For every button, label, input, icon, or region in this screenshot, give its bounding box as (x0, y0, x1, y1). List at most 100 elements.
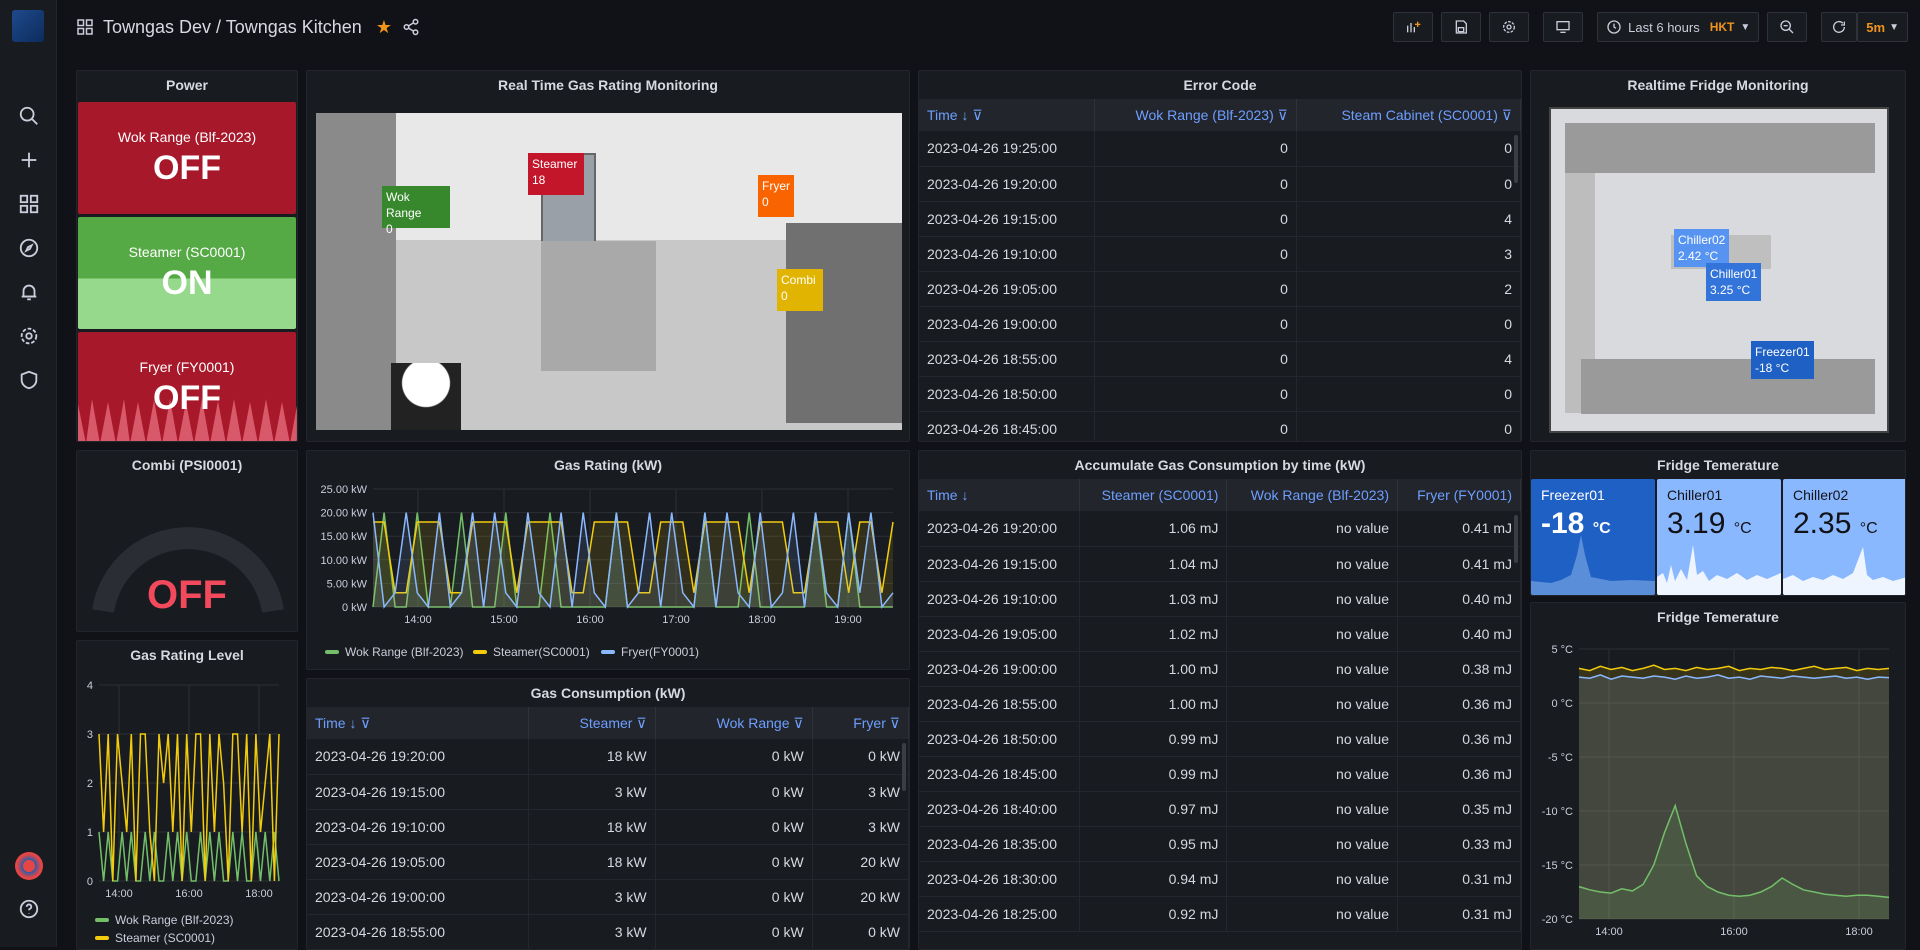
y-tick-label: 1 (87, 827, 93, 839)
bell-icon[interactable] (0, 274, 57, 310)
table-cell: 0 (1296, 166, 1521, 202)
table-cell: 2023-04-26 18:50:00 (919, 721, 1081, 757)
legend-item[interactable]: Steamer (SC0001) (95, 931, 215, 945)
search-icon[interactable] (0, 98, 57, 134)
table-scrollbar[interactable] (1514, 515, 1518, 563)
table-cell: no value (1226, 896, 1398, 932)
stat-label: Wok Range (Blf-2023) (117, 128, 257, 145)
refresh-icon (1833, 20, 1846, 33)
series-line (373, 521, 894, 594)
column-header-steamer[interactable]: Steamer ⊽ (528, 707, 656, 739)
panel-title: Gas Consumption (kW) (530, 685, 686, 701)
time-picker-button[interactable]: Last 6 hours HKT ▼ (1597, 12, 1760, 42)
tag-value: 2.42 °C (1678, 249, 1719, 263)
freezer01-tag: Freezer01 -18 °C (1751, 341, 1814, 379)
table-cell: 0.95 mJ (1079, 826, 1228, 862)
save-icon (1455, 20, 1468, 34)
share-icon[interactable] (402, 18, 420, 36)
table-cell: 0 kW (655, 879, 813, 915)
table-cell: 2023-04-26 18:55:00 (307, 914, 529, 949)
stat-label: Freezer01 (1541, 487, 1605, 503)
freezer01-stat: Freezer01 -18 °C (1531, 479, 1655, 595)
table-cell: no value (1226, 511, 1398, 547)
column-header-wok-range[interactable]: Wok Range (Blf-2023) (1226, 479, 1398, 511)
y-tick-label: 10.00 kW (321, 555, 368, 567)
gear-icon[interactable] (0, 318, 57, 354)
table-cell: 0 kW (655, 809, 813, 845)
table-cell: 0.40 mJ (1397, 581, 1521, 617)
stat-value: 3.19 °C (1667, 507, 1752, 540)
legend-item[interactable]: Steamer(SC0001) (473, 645, 590, 659)
stat-value: OFF (153, 148, 221, 187)
add-panel-button[interactable] (1393, 12, 1434, 42)
table-row: 2023-04-26 18:40:00 0.97 mJ no value 0.35 m… (919, 791, 1521, 827)
table-row: 2023-04-26 19:20:00 1.06 mJ no value 0.41 m… (919, 511, 1521, 547)
column-header-time[interactable]: Time ↓ ⊽ (307, 707, 529, 739)
legend-label: Wok Range (Blf-2023) (345, 645, 464, 659)
table-scrollbar[interactable] (1514, 135, 1518, 183)
tv-mode-button[interactable] (1543, 12, 1584, 42)
save-dashboard-button[interactable] (1441, 12, 1482, 42)
stat-value: 2.35 °C (1793, 507, 1878, 540)
column-header-label: Steam Cabinet (SC0001) (1341, 106, 1498, 123)
help-icon[interactable] (0, 891, 57, 927)
table-row: 2023-04-26 19:20:00 18 kW 0 kW 0 kW (307, 739, 909, 775)
table-cell: 0.36 mJ (1397, 721, 1521, 757)
column-header-wok-range[interactable]: Wok Range ⊽ (655, 707, 813, 739)
legend-item[interactable]: Wok Range (Blf-2023) (325, 645, 464, 659)
table-cell: 20 kW (812, 844, 909, 880)
gear-icon (1503, 21, 1516, 33)
column-header-wok-range[interactable]: Wok Range (Blf-2023) ⊽ (1094, 99, 1297, 131)
column-header-fryer[interactable]: Fryer (FY0001) (1397, 479, 1521, 511)
table-cell: 2023-04-26 19:10:00 (307, 809, 529, 845)
table-row: 2023-04-26 19:00:00 0 0 (919, 306, 1521, 342)
tag-name: Freezer01 (1755, 345, 1810, 359)
refresh-interval-picker[interactable]: 5m ▼ (1857, 12, 1908, 42)
table-cell: 2023-04-26 19:00:00 (919, 651, 1081, 687)
column-header-fryer[interactable]: Fryer ⊽ (812, 707, 909, 739)
legend-item[interactable]: Wok Range (Blf-2023) (95, 913, 234, 927)
table-cell: 2023-04-26 19:05:00 (919, 271, 1095, 307)
y-tick-label: 0 (87, 876, 93, 888)
filter-icon[interactable]: ⊽ (889, 714, 900, 731)
y-tick-label: -15 °C (1542, 860, 1573, 872)
table-cell: 2 (1296, 271, 1521, 307)
column-header-steam-cabinet[interactable]: Steam Cabinet (SC0001) ⊽ (1296, 99, 1521, 131)
series-line (1578, 664, 1890, 672)
series-line (98, 733, 280, 882)
avatar[interactable] (0, 848, 57, 884)
filter-icon[interactable]: ⊽ (972, 106, 983, 123)
legend-item[interactable]: Fryer(FY0001) (601, 645, 699, 659)
tag-name: Chiller02 (1678, 233, 1726, 247)
stat-label: Chiller01 (1667, 487, 1723, 503)
dashboard-settings-button[interactable] (1489, 12, 1530, 42)
star-icon[interactable]: ★ (375, 16, 392, 37)
dashboards-icon[interactable] (0, 186, 57, 222)
table-cell: 0.41 mJ (1397, 511, 1521, 547)
grafana-logo[interactable] (12, 10, 44, 42)
filter-icon[interactable]: ⊽ (636, 714, 647, 731)
explore-icon[interactable] (0, 230, 57, 266)
filter-icon[interactable]: ⊽ (360, 714, 371, 731)
plus-icon[interactable] (0, 142, 57, 178)
column-header-label: Time (927, 487, 958, 503)
table-scrollbar[interactable] (902, 743, 906, 791)
shield-icon[interactable] (0, 362, 57, 398)
table-cell: 0.35 mJ (1397, 791, 1521, 827)
filter-icon[interactable]: ⊽ (1501, 106, 1512, 123)
column-header-steamer[interactable]: Steamer (SC0001) (1079, 479, 1228, 511)
series-area (373, 512, 893, 607)
table-cell: 0 (1296, 131, 1521, 167)
filter-icon[interactable]: ⊽ (1277, 106, 1288, 123)
filter-icon[interactable]: ⊽ (793, 714, 804, 731)
sidebar (0, 0, 57, 947)
refresh-button[interactable] (1821, 12, 1858, 42)
zoom-out-button[interactable] (1767, 12, 1808, 42)
table-cell: 0.99 mJ (1079, 756, 1228, 792)
breadcrumb[interactable]: Towngas Dev / Towngas Kitchen (103, 16, 362, 37)
table-cell: 0 kW (655, 739, 813, 775)
stat-value: OFF (153, 378, 221, 417)
column-header-time[interactable]: Time ↓ (919, 479, 1081, 511)
tag-value: -18 °C (1755, 361, 1790, 375)
column-header-time[interactable]: Time ↓ ⊽ (919, 99, 1095, 131)
